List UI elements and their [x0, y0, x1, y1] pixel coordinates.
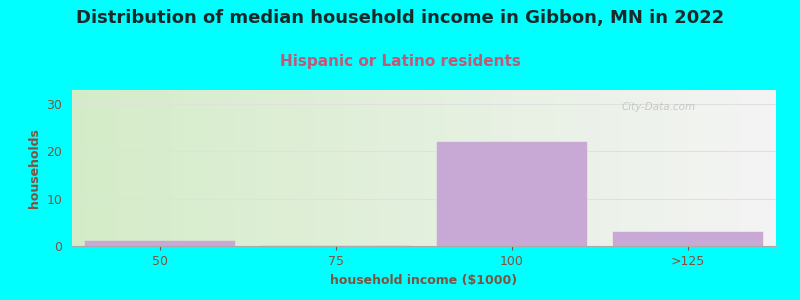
- Y-axis label: households: households: [28, 128, 41, 208]
- Bar: [614, 232, 763, 246]
- Text: Distribution of median household income in Gibbon, MN in 2022: Distribution of median household income …: [76, 9, 724, 27]
- Bar: [437, 142, 586, 246]
- Bar: [86, 241, 235, 246]
- Text: Hispanic or Latino residents: Hispanic or Latino residents: [279, 54, 521, 69]
- Text: City-Data.com: City-Data.com: [621, 103, 695, 112]
- X-axis label: household income ($1000): household income ($1000): [330, 274, 518, 286]
